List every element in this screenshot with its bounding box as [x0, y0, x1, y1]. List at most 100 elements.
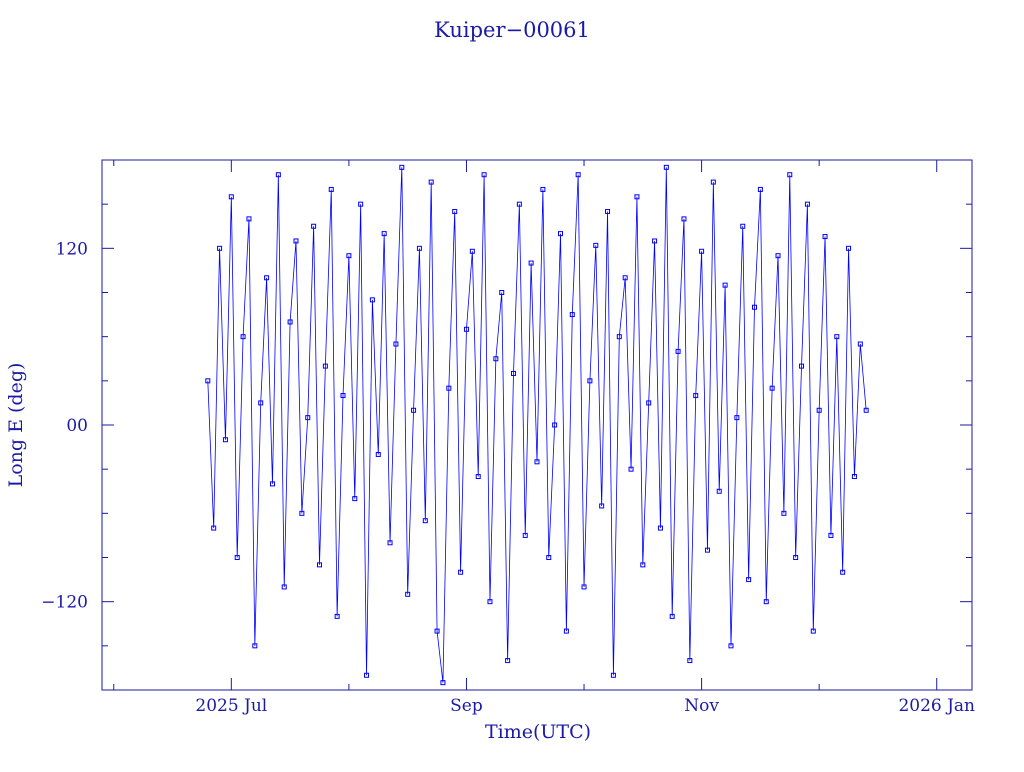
data-point — [264, 275, 270, 281]
data-point — [657, 525, 663, 531]
data-point — [804, 201, 810, 207]
data-point — [369, 297, 375, 303]
data-point — [863, 407, 869, 413]
data-point — [334, 613, 340, 619]
data-point — [775, 253, 781, 259]
data-point — [258, 400, 264, 406]
data-point — [416, 245, 422, 251]
x-tick-label: 2025 Jul — [195, 696, 267, 716]
data-point — [205, 378, 211, 384]
data-point — [275, 172, 281, 178]
y-tick-label: 120 — [56, 239, 88, 259]
data-point — [757, 186, 763, 192]
data-point — [481, 172, 487, 178]
data-point — [340, 393, 346, 399]
data-point — [463, 326, 469, 332]
data-point — [522, 532, 528, 538]
data-point — [640, 562, 646, 568]
data-point — [716, 488, 722, 494]
data-point — [546, 555, 552, 560]
x-tick-label: Nov — [684, 696, 719, 716]
data-point — [851, 474, 857, 480]
data-point — [563, 628, 569, 634]
data-point — [234, 555, 240, 560]
data-point — [322, 363, 328, 369]
data-point — [652, 238, 658, 244]
data-point — [475, 474, 481, 480]
data-point — [422, 518, 428, 524]
data-point — [599, 503, 605, 509]
data-point — [781, 510, 787, 516]
data-point — [793, 555, 799, 560]
y-tick-label: −120 — [41, 593, 88, 613]
data-point — [528, 260, 534, 266]
data-point — [628, 466, 634, 472]
data-point — [646, 400, 652, 406]
data-point — [752, 304, 757, 310]
data-point — [305, 415, 311, 421]
data-point — [510, 370, 516, 376]
data-point — [358, 201, 364, 207]
data-point — [428, 179, 434, 185]
data-point — [605, 209, 611, 215]
data-point — [581, 584, 587, 590]
data-point — [710, 179, 716, 185]
data-point — [352, 496, 358, 502]
data-point — [822, 234, 828, 240]
data-point — [681, 216, 687, 222]
data-point — [593, 242, 599, 248]
data-point — [317, 562, 322, 568]
data-point — [252, 643, 258, 649]
data-point — [228, 194, 234, 200]
data-point — [399, 164, 405, 170]
data-point — [687, 658, 693, 664]
data-point — [499, 290, 505, 295]
data-point — [299, 510, 305, 516]
data-point — [828, 532, 834, 538]
x-tick-label: Sep — [450, 696, 483, 716]
data-point — [704, 547, 710, 553]
data-point — [787, 172, 793, 178]
data-point — [293, 238, 299, 244]
data-point — [769, 385, 775, 391]
data-point — [634, 194, 640, 200]
data-point — [540, 186, 546, 192]
data-point — [763, 599, 769, 605]
data-point — [452, 209, 458, 215]
data-point — [505, 658, 511, 664]
data-point — [411, 407, 417, 413]
data-point — [446, 385, 452, 391]
data-point — [364, 672, 370, 678]
data-point — [381, 231, 387, 237]
data-point — [311, 223, 317, 229]
data-point — [857, 341, 863, 347]
data-point — [810, 628, 816, 634]
data-point — [458, 569, 464, 575]
data-point — [387, 540, 393, 546]
data-point — [516, 201, 522, 207]
plot-frame — [101, 159, 973, 691]
data-point — [834, 334, 840, 340]
data-point — [222, 437, 228, 443]
data-point — [799, 363, 805, 369]
data-point — [740, 223, 746, 229]
data-point — [558, 231, 564, 237]
chart-title: Kuiper−00061 — [434, 18, 590, 42]
data-point — [728, 643, 734, 649]
data-point — [246, 216, 252, 222]
data-point — [587, 378, 593, 384]
data-point — [616, 334, 622, 340]
data-point — [746, 577, 752, 583]
data-point — [734, 415, 740, 421]
data-point — [217, 245, 223, 251]
data-point — [434, 628, 440, 634]
data-point — [663, 164, 669, 170]
data-point — [287, 319, 293, 325]
data-point — [328, 186, 334, 192]
data-point — [840, 569, 846, 575]
data-point — [405, 591, 411, 597]
data-point — [722, 282, 728, 288]
data-point — [534, 459, 540, 465]
data-point — [575, 172, 581, 178]
